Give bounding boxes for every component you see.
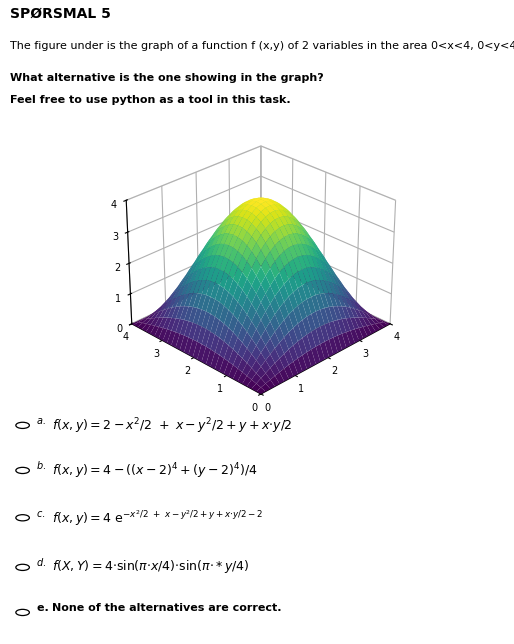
Text: e.: e. <box>38 603 53 614</box>
Text: d.: d. <box>38 558 50 569</box>
Text: c.: c. <box>38 509 49 519</box>
Text: $f(X,Y)=4{\cdot}\sin(\pi{\cdot}x/4){\cdot}\sin(\pi{\cdot}*y/4)$: $f(X,Y)=4{\cdot}\sin(\pi{\cdot}x/4){\cdo… <box>52 558 250 575</box>
Text: What alternative is the one showing in the graph?: What alternative is the one showing in t… <box>10 73 324 82</box>
Text: $f(x,y)=4\ \mathrm{e}^{-x^2/2\ +\ x-y^2/2+y+x{\cdot}y/2-2}$: $f(x,y)=4\ \mathrm{e}^{-x^2/2\ +\ x-y^2/… <box>52 509 264 529</box>
Text: None of the alternatives are correct.: None of the alternatives are correct. <box>52 603 282 614</box>
Text: Feel free to use python as a tool in this task.: Feel free to use python as a tool in thi… <box>10 95 291 104</box>
Text: a.: a. <box>38 417 50 426</box>
Text: b.: b. <box>38 462 50 471</box>
Text: SPØRSMAL 5: SPØRSMAL 5 <box>10 6 111 21</box>
Text: The figure under is the graph of a function f (x,y) of 2 variables in the area 0: The figure under is the graph of a funct… <box>10 41 514 51</box>
Text: $f(x,y) = 4-((x-2)^4+(y-2)^4)/4$: $f(x,y) = 4-((x-2)^4+(y-2)^4)/4$ <box>52 462 258 481</box>
Text: $f(x,y) = 2-x^2/2\ +\ x-y^2/2+y+x{\cdot}y/2$: $f(x,y) = 2-x^2/2\ +\ x-y^2/2+y+x{\cdot}… <box>52 417 292 436</box>
